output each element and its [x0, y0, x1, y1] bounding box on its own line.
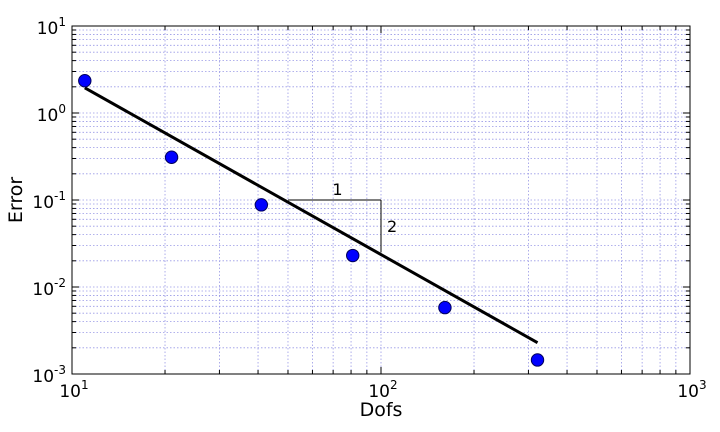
y-tick-label: 10-1 — [32, 189, 66, 213]
y-axis-label: Error — [5, 177, 27, 224]
data-point — [164, 150, 179, 164]
y-tick-label: 10-3 — [32, 363, 66, 387]
slope-run-label: 1 — [332, 180, 342, 199]
y-tick-label: 10-2 — [32, 276, 66, 300]
slope-rise-label: 2 — [387, 217, 397, 236]
y-tick-label: 101 — [37, 15, 66, 39]
x-tick-label: 103 — [677, 378, 706, 402]
x-tick-label: 101 — [59, 378, 88, 402]
x-tick-label: 102 — [368, 378, 397, 402]
data-point — [438, 300, 452, 315]
x-tick-labels: 101 102 103 — [59, 378, 706, 402]
slope-triangle — [287, 199, 382, 253]
data-points — [78, 74, 545, 367]
axis-ticks — [71, 26, 690, 375]
data-point — [346, 248, 360, 263]
data-point — [530, 353, 545, 367]
data-point — [78, 74, 92, 88]
y-tick-label: 100 — [37, 102, 66, 126]
y-tick-labels: 10-3 10-2 10-1 100 101 — [32, 15, 66, 387]
data-point — [254, 198, 269, 212]
x-axis-label: Dofs — [360, 399, 403, 421]
fit-line — [84, 86, 539, 345]
